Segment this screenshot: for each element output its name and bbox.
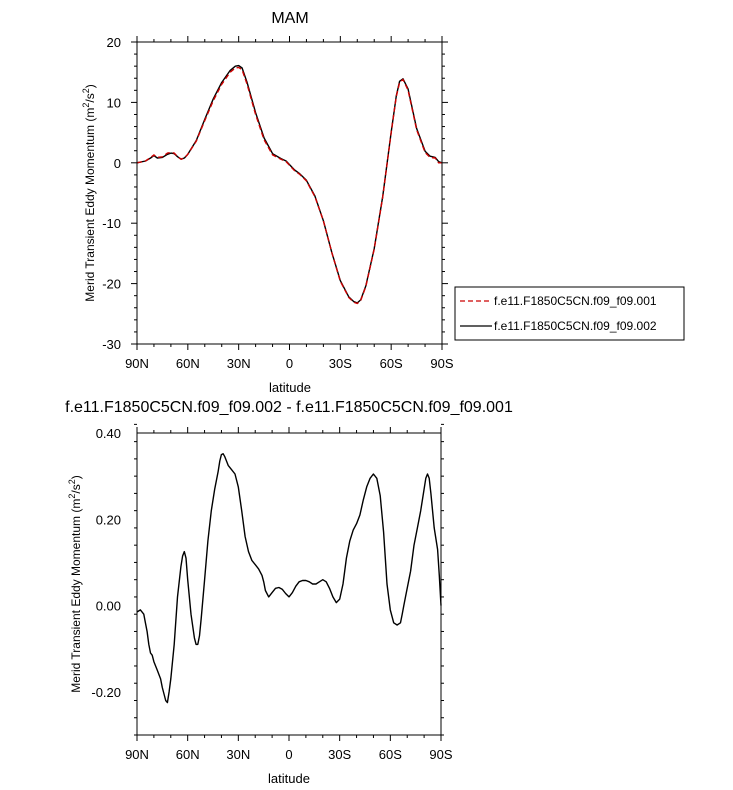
bottom-chart-x-tick-label: 0: [285, 747, 292, 762]
top-chart-x-tick-label: 60S: [380, 356, 403, 371]
bottom-chart-x-tick-label: 60N: [176, 747, 200, 762]
top-chart-x-tick-label: 90N: [125, 356, 149, 371]
top-chart-x-tick-label: 60N: [176, 356, 200, 371]
bottom-chart: f.e11.F1850C5CN.f09_f09.002 - f.e11.F185…: [65, 399, 513, 786]
bottom-chart-x-tick-label: 90S: [429, 747, 452, 762]
top-chart: MAM latitude Merid Transient Eddy Moment…: [81, 10, 454, 395]
bottom-chart-title: f.e11.F1850C5CN.f09_f09.002 - f.e11.F185…: [65, 399, 513, 416]
bottom-chart-y-tick-label: 0.00: [96, 599, 121, 614]
bottom-chart-lines: [136, 453, 442, 704]
bottom-chart-x-tick-label: 30S: [328, 747, 351, 762]
top-chart-x-tick-label: 0: [286, 356, 293, 371]
top-chart-title: MAM: [271, 10, 308, 27]
top-chart-y-tick-label: -10: [102, 216, 121, 231]
bottom-chart-y-axis-label: Merid Transient Eddy Momentum (m2/s2): [67, 475, 83, 692]
top-chart-y-tick-label: 20: [107, 35, 121, 50]
top-chart-lines: [136, 64, 443, 305]
top-chart-y-tick-label: 0: [114, 156, 121, 171]
legend-label-series-1: f.e11.F1850C5CN.f09_f09.001: [494, 294, 657, 308]
bottom-chart-ticks: 90N 60N 30N 0 30S 60S 90S 0.40 0.20 0.00 -0.20: [91, 423, 453, 762]
top-chart-series-2-line: [136, 64, 443, 304]
top-chart-x-tick-label: 30S: [329, 356, 352, 371]
bottom-chart-y-tick-label: 0.20: [96, 512, 121, 527]
top-chart-frame: [136, 41, 443, 345]
legend: f.e11.F1850C5CN.f09_f09.001 f.e11.F1850C…: [454, 286, 685, 341]
top-chart-ticks: 90N 60N 30N 0 30S 60S 90S 20 10 0 -10 -20 -30: [102, 35, 454, 371]
bottom-chart-y-tick-label: 0.40: [96, 426, 121, 441]
legend-label-series-2: f.e11.F1850C5CN.f09_f09.002: [494, 319, 657, 333]
top-chart-y-tick-label: -20: [102, 277, 121, 292]
top-chart-y-axis-label: Merid Transient Eddy Momentum (m2/s2): [81, 84, 97, 301]
bottom-chart-x-axis-label: latitude: [268, 771, 310, 786]
bottom-chart-x-tick-label: 60S: [379, 747, 402, 762]
top-chart-y-tick-label: -30: [102, 337, 121, 352]
top-chart-x-axis-label: latitude: [269, 380, 311, 395]
top-chart-x-tick-label: 90S: [430, 356, 453, 371]
legend-box: [454, 286, 685, 341]
bottom-chart-x-tick-label: 90N: [125, 747, 149, 762]
bottom-chart-frame: [136, 432, 442, 736]
top-chart-x-tick-label: 30N: [227, 356, 251, 371]
bottom-chart-y-tick-label: -0.20: [91, 685, 121, 700]
top-chart-y-tick-label: 10: [107, 95, 121, 110]
bottom-chart-series-1-line: [136, 453, 442, 704]
top-chart-series-1-line: [136, 66, 442, 305]
bottom-chart-x-tick-label: 30N: [226, 747, 250, 762]
